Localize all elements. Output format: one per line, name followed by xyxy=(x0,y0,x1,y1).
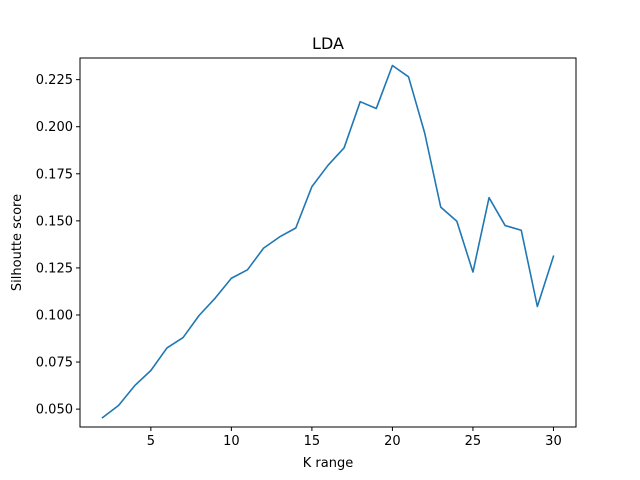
y-tick-label: 0.075 xyxy=(36,356,73,371)
x-tick-label: 20 xyxy=(384,434,401,449)
x-axis-label: K range xyxy=(303,456,353,471)
series-line-0 xyxy=(101,64,555,419)
y-tick-label: 0.150 xyxy=(36,214,73,229)
chart-title: LDA xyxy=(312,34,344,53)
x-tick-label: 10 xyxy=(223,434,240,449)
x-tick-label: 30 xyxy=(545,434,562,449)
x-axis-ticks: 5 10 15 20 25 30 xyxy=(147,427,562,449)
series-layer xyxy=(101,64,555,419)
y-tick-label: 0.225 xyxy=(36,73,73,88)
y-tick-label: 0.100 xyxy=(36,308,73,323)
y-tick-label: 0.175 xyxy=(36,167,73,182)
x-tick-label: 15 xyxy=(304,434,321,449)
y-tick-label: 0.200 xyxy=(36,120,73,135)
plot-area-frame xyxy=(79,57,577,428)
y-axis-ticks: 0.050 0.075 0.100 0.125 0.150 0.175 0.200 0.225 xyxy=(36,73,80,418)
y-tick-label: 0.050 xyxy=(36,403,73,418)
y-axis-label: Silhoutte score xyxy=(10,194,25,291)
x-tick-label: 5 xyxy=(147,434,155,449)
x-tick-label: 25 xyxy=(465,434,482,449)
y-tick-label: 0.125 xyxy=(36,261,73,276)
